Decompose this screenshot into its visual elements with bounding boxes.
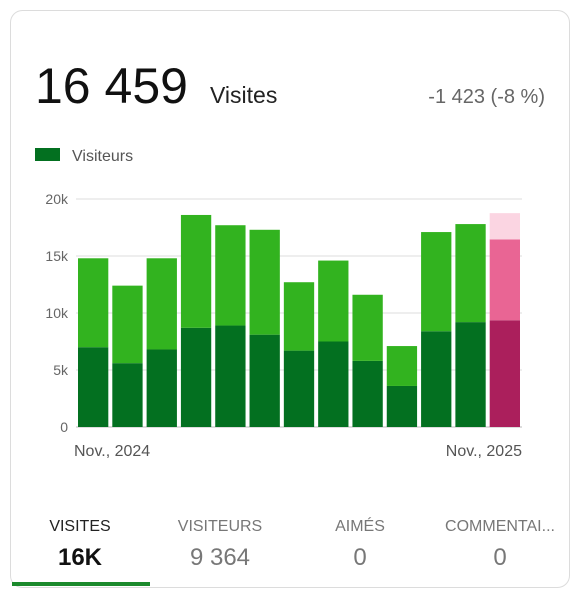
tab-value[interactable]: 0 [493, 544, 506, 571]
tab-value[interactable]: 9 364 [190, 544, 250, 571]
y-tick-label: 5k [53, 362, 69, 378]
tab-label[interactable]: VISITEURS [178, 518, 262, 535]
y-tick-label: 20k [45, 191, 69, 207]
y-tick-label: 15k [45, 248, 69, 264]
bar-segment [489, 213, 520, 240]
change: -1 423 (-8 %) [428, 86, 545, 108]
bar-segment [180, 327, 212, 427]
unit: Visites [210, 82, 277, 108]
bar-segment [283, 350, 315, 427]
x-tick-label: Nov., 2024 [74, 443, 150, 460]
bar-segment [112, 363, 143, 427]
x-tick-label: Nov., 2025 [446, 443, 522, 460]
bar-segment [352, 360, 383, 427]
bar-segment [386, 346, 418, 386]
total: 16 459 [35, 58, 188, 114]
bar-segment [146, 349, 177, 427]
tab-value[interactable]: 16K [58, 544, 103, 571]
tab-label[interactable]: VISITES [49, 518, 110, 535]
bar-segment [421, 331, 452, 427]
bar-segment [455, 322, 486, 427]
bar-segment [180, 214, 212, 328]
bar-segment [215, 225, 246, 326]
bar-segment [318, 341, 349, 427]
y-tick-label: 10k [45, 305, 69, 321]
bar-segment [455, 224, 486, 323]
bar-segment [352, 294, 383, 361]
tab-label[interactable]: COMMENTAI... [445, 518, 555, 535]
bar-segment [249, 334, 280, 427]
bar-segment [386, 385, 418, 427]
bar-segment [489, 239, 520, 321]
bar-segment [112, 285, 143, 364]
bar-segment [78, 347, 109, 427]
bar-segment [421, 232, 452, 332]
bar-segment [318, 260, 349, 342]
tab-indicator [12, 582, 150, 586]
bar-segment [249, 229, 280, 335]
legend-label: Visiteurs [72, 148, 133, 165]
bar-segment [215, 325, 246, 427]
bar-segment [146, 258, 177, 350]
legend-swatch [35, 148, 60, 161]
y-tick-label: 0 [60, 419, 68, 435]
bar-segment [489, 320, 520, 427]
tab-label[interactable]: AIMÉS [335, 516, 385, 535]
bar-segment [283, 282, 315, 351]
tab-value[interactable]: 0 [353, 544, 366, 571]
bar-segment [78, 258, 109, 348]
